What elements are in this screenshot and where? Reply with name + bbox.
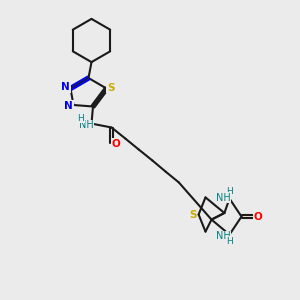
Text: H: H <box>78 114 84 123</box>
Text: O: O <box>112 139 121 149</box>
Text: S: S <box>190 209 197 220</box>
Text: S: S <box>107 82 115 93</box>
Text: NH: NH <box>215 231 230 241</box>
Text: NH: NH <box>79 120 94 130</box>
Text: H: H <box>226 188 233 196</box>
Text: N: N <box>61 82 70 92</box>
Text: O: O <box>253 212 262 222</box>
Text: N: N <box>64 100 73 111</box>
Text: NH: NH <box>215 193 230 203</box>
Text: H: H <box>226 237 233 246</box>
